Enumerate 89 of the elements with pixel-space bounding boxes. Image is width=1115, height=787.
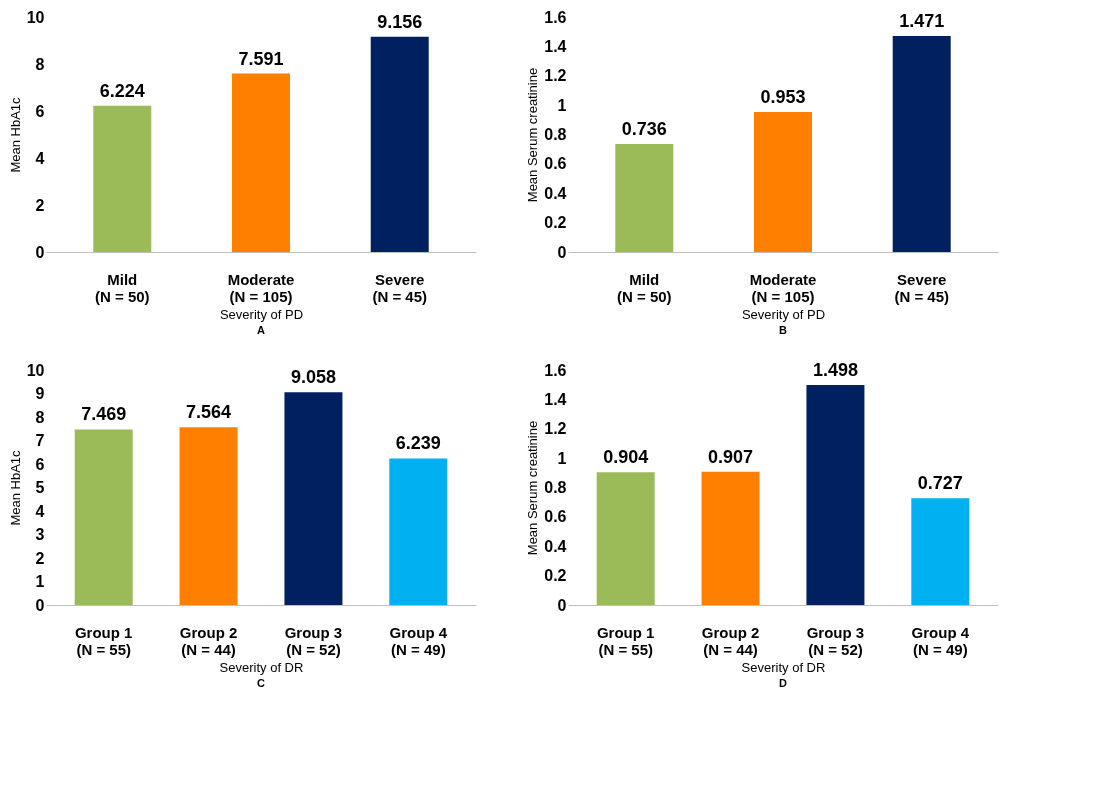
data-label: 7.591 [238,48,284,69]
y-tick-label: 8 [35,408,45,426]
x-tick-label: Severe (N = 45) [372,270,428,305]
bar [701,471,760,605]
y-tick-label: 6 [35,102,45,120]
bar [284,392,343,605]
data-label: 0.727 [917,473,963,494]
y-tick-label: 4 [35,502,45,520]
x-tick-label: Mild (N = 50) [616,270,672,305]
y-tick-label: 10 [26,361,45,379]
data-label: 6.239 [395,433,441,454]
x-tick-label: Group 3 (N = 52) [284,623,343,658]
x-tick-label: Moderate (N = 105) [749,270,817,305]
bar [232,73,290,252]
x-tick-label: Group 4 (N = 49) [389,623,448,658]
y-tick-label: 1.4 [544,37,567,55]
y-tick-label: 0 [35,596,45,614]
y-axis-title: Mean Serum creatinine [525,67,541,203]
x-tick-label: Group 2 (N = 44) [701,623,760,658]
data-label: 0.736 [621,118,667,139]
text: B [779,324,788,336]
y-tick-label: 0 [35,243,45,261]
data-label: 6.224 [99,80,145,101]
bar [389,458,448,605]
x-tick-label: Group 1 (N = 55) [596,623,655,658]
data-label: 9.058 [290,367,336,388]
y-tick-label: 0 [557,596,567,614]
x-axis-title: Severity of DR [741,659,826,675]
y-tick-label: 0.4 [544,537,567,555]
y-tick-label: 1.6 [544,8,567,26]
x-tick-label: Mild (N = 50) [94,270,150,305]
y-tick-label: 2 [35,196,45,214]
y-tick-label: 8 [35,55,45,73]
bar [370,36,429,252]
y-tick-label: 9 [35,385,45,402]
x-axis-title: Severity of PD [741,306,826,322]
y-tick-label: 6 [35,455,45,473]
y-tick-label: 0.4 [544,184,567,202]
bar [74,429,133,605]
y-tick-label: 0.2 [544,567,567,585]
bar [93,105,152,252]
y-tick-label: 1.2 [544,67,567,85]
y-tick-label: 0.8 [544,126,567,143]
x-axis-title: Severity of PD [219,306,304,322]
data-label: 0.907 [708,446,754,467]
y-axis-title: Mean Serum creatinine [525,420,541,556]
x-tick-label: Severe (N = 45) [894,270,950,305]
x-tick-label: Group 1 (N = 55) [74,623,133,658]
y-tick-label: 7 [35,432,45,449]
y-axis-title: Mean HbA1c [7,96,23,173]
x-tick-label: Group 4 (N = 49) [911,623,970,658]
y-tick-label: 3 [35,526,45,543]
text: C [257,677,266,689]
text: D [779,677,788,689]
y-tick-label: 0.2 [544,214,567,232]
bar [892,35,951,252]
bar [806,384,865,605]
y-tick-label: 10 [26,8,45,26]
bar [596,472,655,605]
y-tick-label: 2 [35,549,45,567]
y-tick-label: 0.8 [544,479,567,496]
data-label: 0.904 [603,447,649,468]
data-label: 7.564 [186,402,232,423]
y-tick-label: 1 [557,96,567,114]
bar [911,498,970,605]
y-tick-label: 5 [35,479,45,496]
y-tick-label: 1 [557,449,567,467]
data-label: 0.953 [760,87,806,108]
text: A [257,324,266,336]
data-label: 1.471 [899,10,945,31]
y-tick-label: 0.6 [544,508,567,526]
x-tick-label: Group 2 (N = 44) [179,623,238,658]
y-tick-label: 1.4 [544,390,567,408]
y-tick-label: 0 [557,243,567,261]
x-axis-title: Severity of DR [219,659,304,675]
y-tick-label: 1.6 [544,361,567,379]
x-tick-label: Moderate (N = 105) [227,270,295,305]
bar [754,112,812,252]
bar [179,427,238,605]
y-axis-title: Mean HbA1c [7,449,23,526]
data-label: 1.498 [812,359,858,380]
data-label: 7.469 [81,404,127,425]
y-tick-label: 1.2 [544,420,567,438]
y-tick-label: 0.6 [544,155,567,173]
y-tick-label: 1 [35,573,45,590]
x-tick-label: Group 3 (N = 52) [806,623,865,658]
bar [615,143,674,252]
y-tick-label: 4 [35,149,45,167]
data-label: 9.156 [377,11,423,32]
